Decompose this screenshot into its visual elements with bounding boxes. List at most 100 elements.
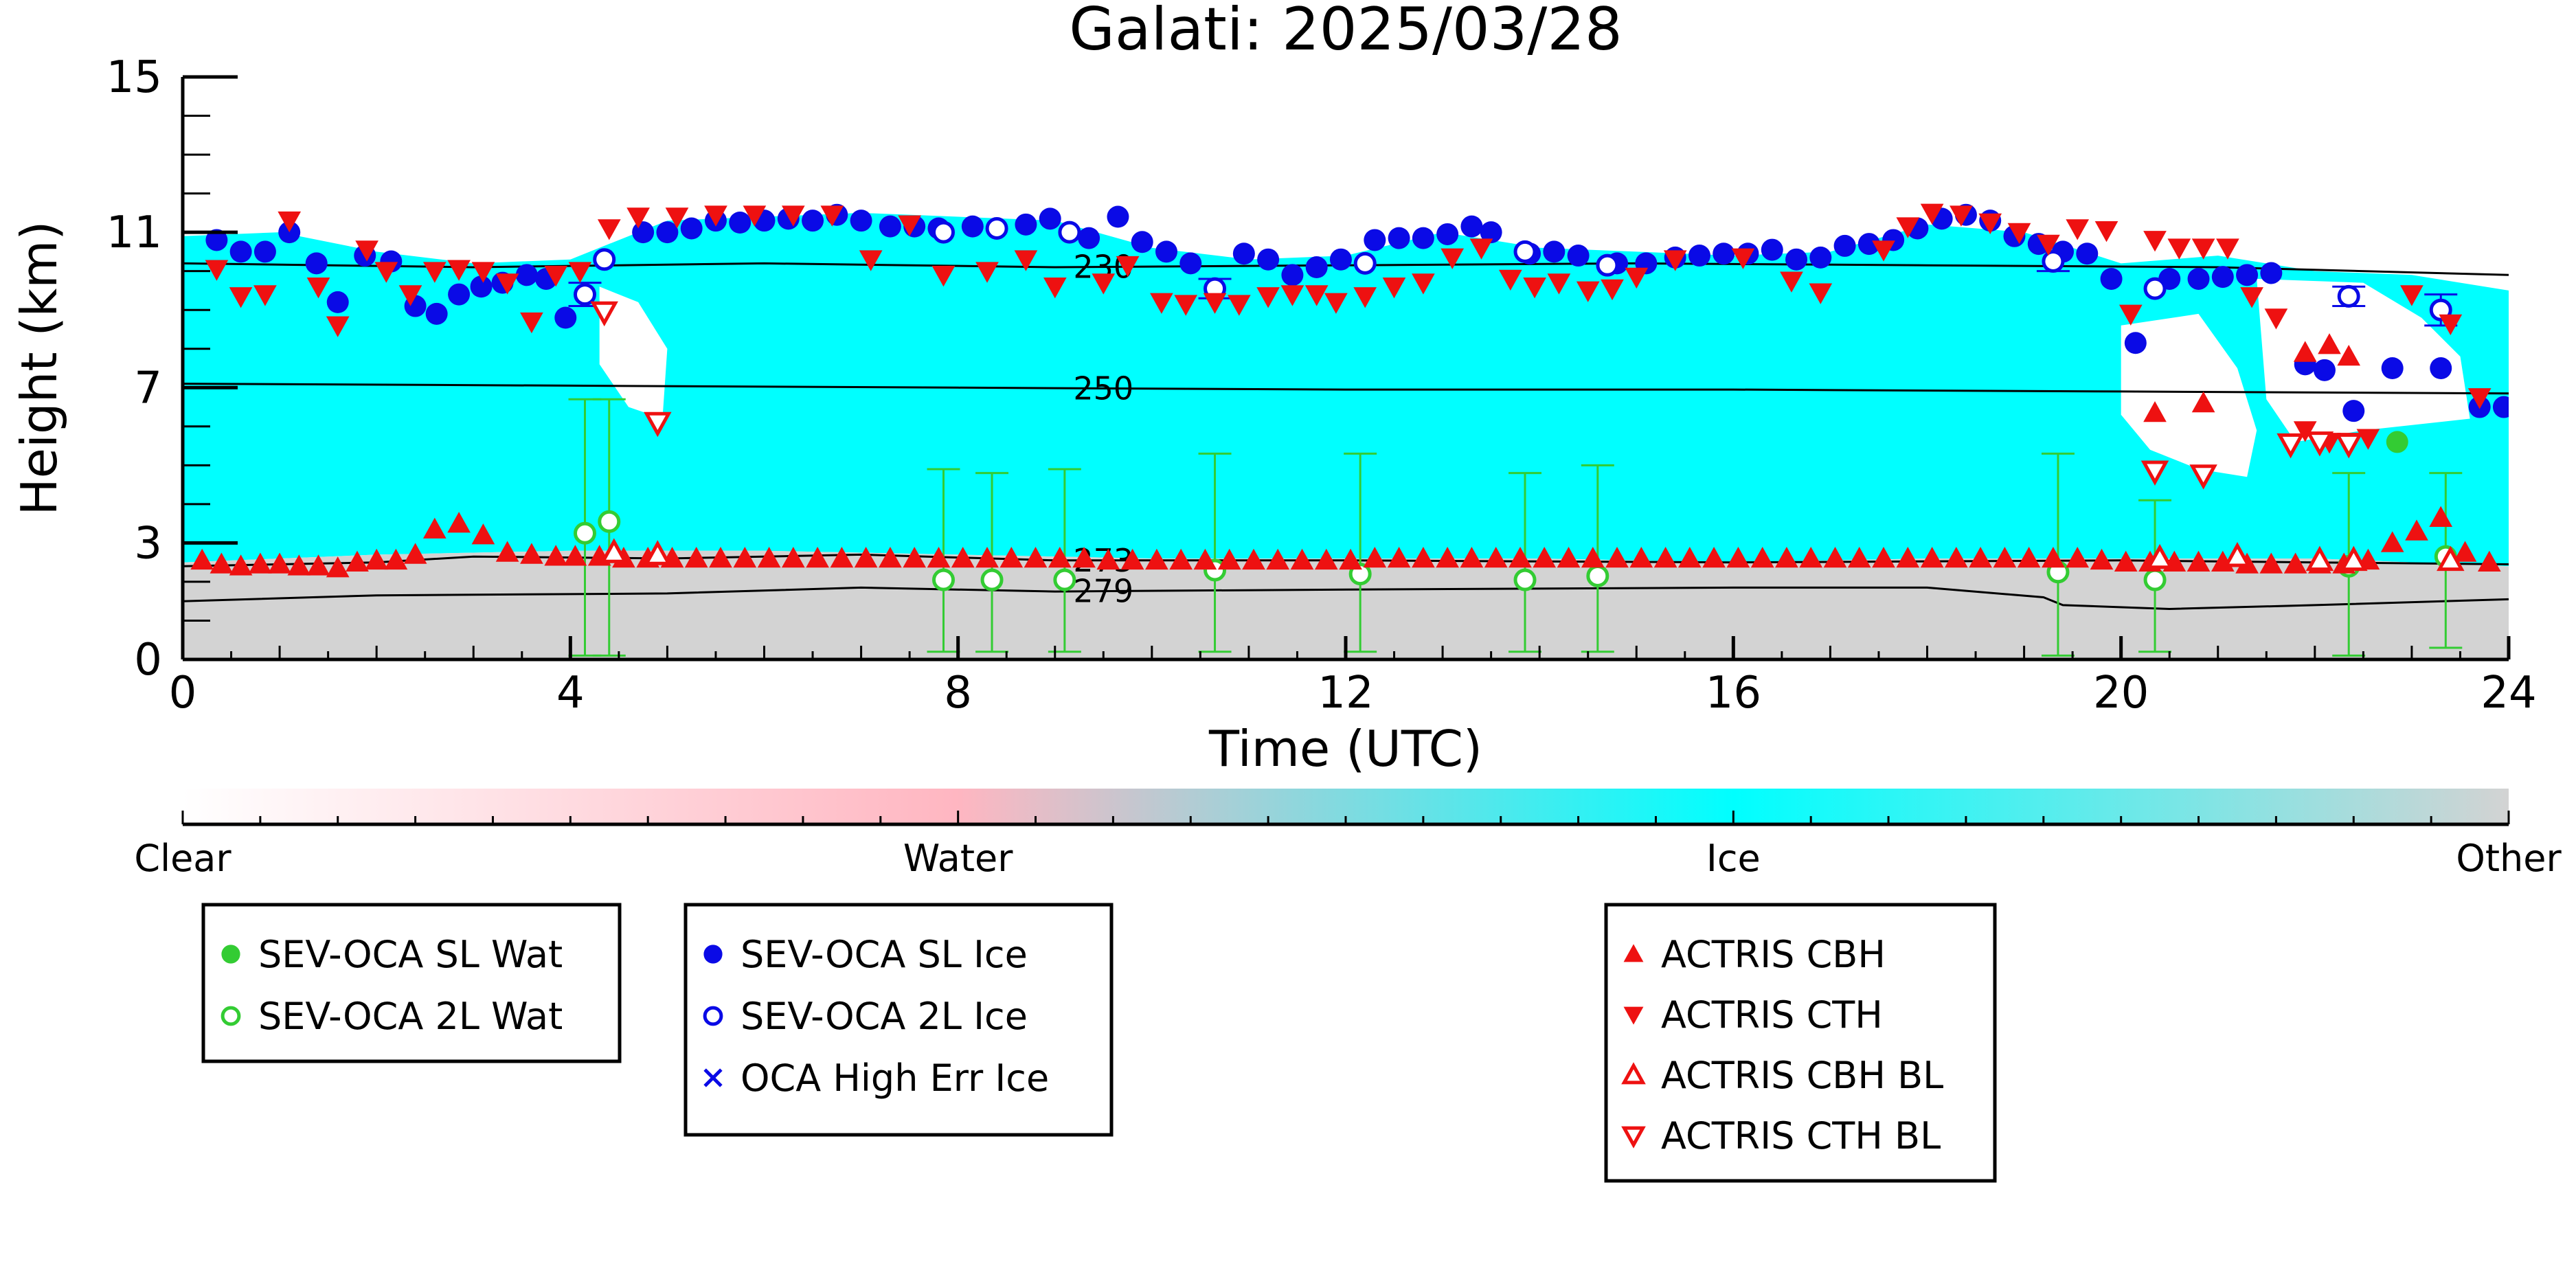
actris-cbh-point	[1993, 546, 2017, 568]
y-tick-label: 15	[106, 52, 162, 103]
sev-oca-sl-ice-point	[1713, 242, 1735, 265]
sev-oca-sl-ice-point	[879, 215, 901, 238]
actris-cth-point	[1382, 278, 1406, 299]
actris-cbh-point	[999, 546, 1024, 568]
sev-oca-2l-ice-point	[573, 283, 596, 306]
actris-cbh-point	[1169, 548, 1193, 570]
actris-cbh-point	[1096, 548, 1120, 570]
legend-marker-oca-high-err-ice	[703, 1068, 723, 1087]
sev-oca-sl-ice-point	[1329, 248, 1352, 271]
actris-cbh-point	[1193, 548, 1217, 570]
sev-oca-sl-ice-point	[326, 291, 349, 313]
actris-cbh-point	[1920, 546, 1944, 568]
sev-oca-sl-ice-point	[1688, 245, 1710, 267]
actris-cbh-point	[2114, 550, 2138, 572]
actris-cth-point	[1896, 217, 1920, 238]
actris-cth-point	[1498, 269, 1522, 291]
actris-cth-bl-point	[2189, 464, 2217, 490]
actris-cth-point	[781, 205, 805, 227]
actris-cth-point	[975, 262, 999, 283]
actris-cth-point	[1523, 278, 1546, 299]
sev-oca-sl-wat-point	[2386, 431, 2408, 453]
legend-label-sev-oca-sl-ice: SEV-OCA SL Ice	[741, 933, 1028, 976]
sev-oca-sl-ice-point	[1305, 256, 1328, 279]
sev-oca-2l-ice-point	[1353, 251, 1377, 275]
actris-cbh-point	[2429, 506, 2453, 527]
actris-cth-bl-point	[2305, 431, 2334, 457]
actris-cbh-point	[1677, 546, 1702, 568]
actris-cth-point	[859, 250, 883, 271]
actris-cth-point	[597, 219, 621, 240]
sev-oca-sl-ice-point	[1388, 227, 1410, 249]
actris-cbh-point	[2318, 333, 2341, 354]
sev-oca-sl-ice-point	[680, 217, 703, 240]
legend-marker-sev-oca-2l-wat	[221, 1006, 241, 1026]
actris-cth-point	[1203, 293, 1227, 314]
legend-label-sev-oca-sl-wat: SEV-OCA SL Wat	[258, 933, 563, 976]
actris-cbh-point	[1460, 546, 1484, 568]
cross-stroke	[703, 1068, 723, 1087]
sev-oca-sl-ice-point	[1107, 205, 1129, 228]
legend-label-actris-cth-bl: ACTRIS CTH BL	[1661, 1114, 1941, 1157]
sev-oca-sl-ice-point	[1809, 246, 1832, 269]
legend-box-3: ACTRIS CBH ACTRIS CTH ACTRIS CBH BL ACTRIS …	[1604, 903, 1997, 1183]
plot-area: 230250273279	[183, 203, 2509, 659]
sev-oca-sl-ice-point	[1155, 240, 1177, 263]
actris-cbh-point	[1266, 548, 1290, 570]
x-tick-label: 24	[2481, 668, 2536, 719]
actris-cbh-point	[879, 546, 902, 568]
legend-frame	[683, 903, 1114, 1137]
actris-cth-point	[2400, 285, 2424, 306]
actris-cbh-point	[1605, 546, 1629, 568]
actris-cbh-point	[1653, 546, 1677, 568]
contour-label-279: 279	[1073, 573, 1133, 610]
sev-oca-sl-ice-point	[656, 221, 679, 244]
actris-cbh-point	[1944, 546, 1968, 568]
actris-cbh-point	[2017, 546, 2041, 568]
actris-cbh-point	[1847, 546, 1871, 568]
actris-cth-point	[1601, 279, 1624, 301]
actris-cbh-point	[854, 546, 878, 568]
actris-cth-point	[1780, 271, 1803, 293]
actris-cth-point	[1324, 293, 1348, 314]
actris-cth-point	[2264, 308, 2288, 330]
legend-label-actris-cbh-bl: ACTRIS CBH BL	[1661, 1054, 1943, 1097]
legend-marker-actris-cth	[1623, 1006, 1644, 1025]
colorbar-label-ice: Ice	[1706, 837, 1761, 880]
actris-cbh-point	[975, 546, 999, 568]
actris-cbh-point	[1484, 546, 1508, 568]
actris-cth-point	[2467, 388, 2492, 409]
actris-cbh-point	[403, 543, 427, 564]
legend-marker-sev-oca-sl-wat	[221, 945, 240, 964]
actris-cbh-point	[365, 548, 389, 570]
actris-cth-point	[820, 205, 844, 227]
actris-cth-point	[205, 260, 229, 281]
actris-cbh-point	[1072, 546, 1096, 568]
x-tick-label: 20	[2093, 668, 2149, 719]
actris-cth-point	[253, 285, 277, 306]
actris-cth-point	[1174, 295, 1198, 316]
sev-oca-sl-ice-point	[2342, 400, 2365, 422]
legend-marker-actris-cbh	[1623, 944, 1644, 962]
sev-oca-sl-ice-point	[2100, 267, 2123, 290]
actris-cbh-point	[2380, 531, 2404, 552]
actris-cbh-point	[1024, 546, 1048, 568]
colorbar: Clear Water Ice Other	[134, 789, 2562, 880]
actris-cbh-bl-point	[2145, 543, 2174, 569]
sev-oca-sl-ice-point	[1857, 233, 1880, 256]
actris-cbh-point	[903, 546, 927, 568]
legends: SEV-OCA SL Wat SEV-OCA 2L Wat SEV-OCA SL I…	[201, 903, 1997, 1183]
actris-cbh-point	[2143, 400, 2167, 422]
sev-oca-2l-wat-point	[932, 568, 956, 591]
actris-cth-bl-point	[644, 411, 672, 438]
legend-label-actris-cbh: ACTRIS CBH	[1661, 933, 1886, 976]
sev-oca-sl-ice-point	[2211, 266, 2234, 289]
y-tick-label: 3	[134, 518, 162, 569]
actris-cbh-point	[520, 543, 543, 564]
actris-cth-point	[1116, 256, 1140, 278]
actris-cth-point	[1809, 283, 1833, 304]
legend-frame	[201, 903, 622, 1063]
actris-cth-point	[2216, 238, 2239, 260]
actris-cth-point	[704, 205, 727, 227]
